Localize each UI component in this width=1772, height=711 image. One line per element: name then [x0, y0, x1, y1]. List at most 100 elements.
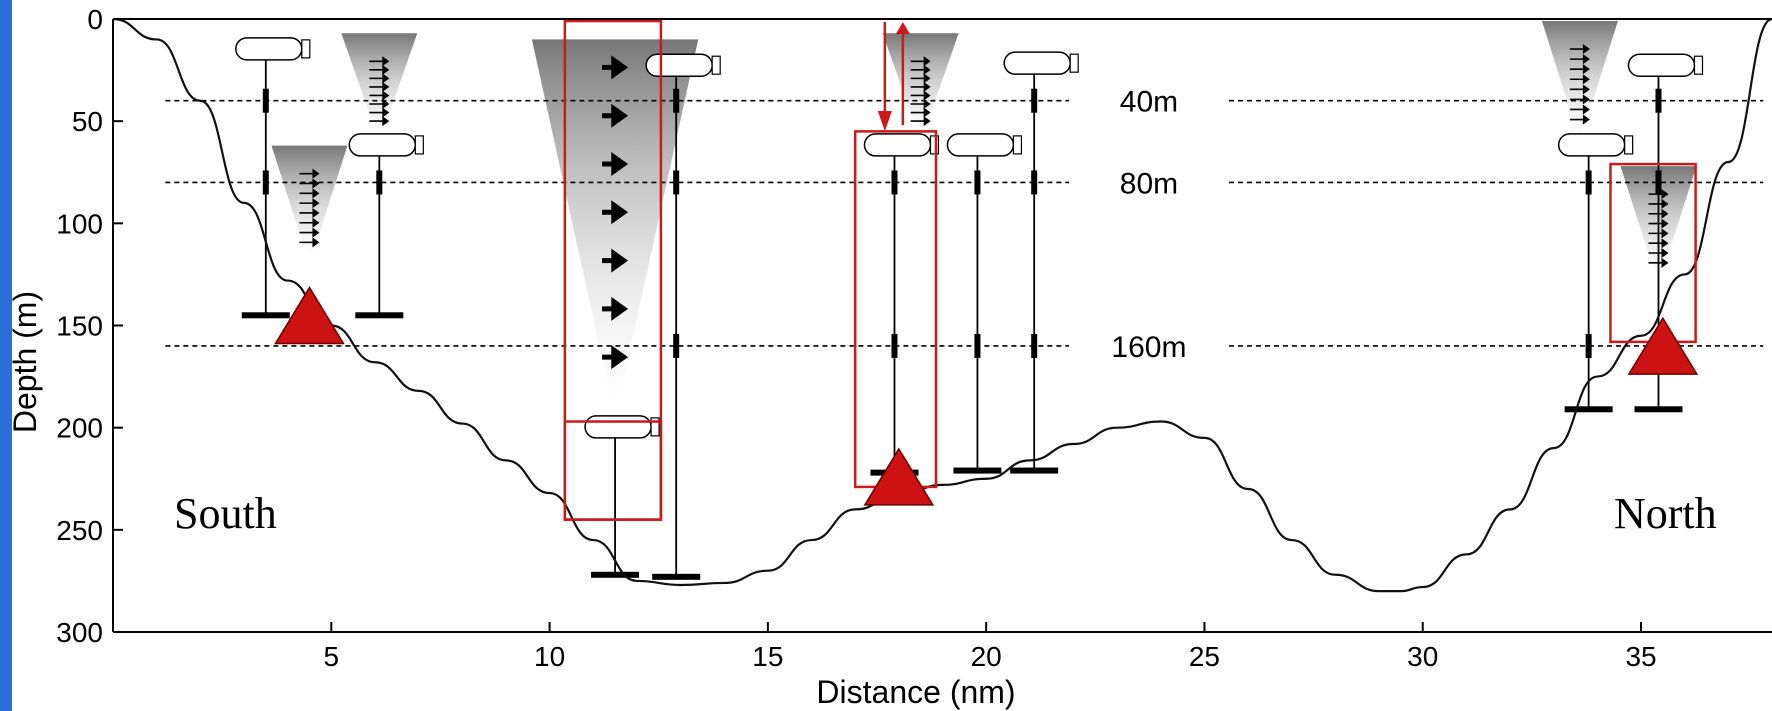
flow-arrow-head [611, 103, 629, 128]
mooring-anchor [591, 571, 640, 578]
flow-arrow-head [312, 188, 320, 199]
y-tick-label: 200 [56, 413, 103, 444]
bathymetry-line [112, 17, 1772, 593]
float-end [650, 417, 660, 437]
instrument-sensor [1655, 170, 1662, 195]
flow-arrow-head [312, 237, 320, 248]
x-tick-label: 35 [1625, 641, 1656, 672]
flow-arrow-head [1661, 257, 1669, 268]
flow-arrow-head [382, 90, 390, 101]
mooring-anchor [1634, 406, 1683, 413]
flow-arrow-head [1582, 54, 1590, 65]
flow-arrow-head [382, 73, 390, 84]
mooring-float [235, 37, 303, 61]
flow-arrow-head [611, 296, 629, 321]
x-tick-label: 20 [971, 641, 1002, 672]
instrument-sensor [673, 88, 680, 113]
y-axis-label: Depth (m) [7, 291, 43, 433]
flow-arrow-head [1582, 84, 1590, 95]
red-triangle-marker [274, 286, 345, 345]
mooring-anchor [1564, 406, 1613, 413]
flow-arrow-head [1661, 248, 1669, 259]
flow-arrow-head [1582, 44, 1590, 55]
instrument-sensor [891, 333, 898, 358]
reference-line-label: 160m [1111, 331, 1186, 364]
flow-arrow-head [1582, 94, 1590, 105]
south-label: South [174, 489, 277, 538]
mooring-float [348, 133, 417, 157]
red-arrow-down-head [877, 110, 892, 132]
north-label: North [1614, 489, 1717, 538]
instrument-sensor [262, 170, 269, 195]
flow-arrow-head [611, 200, 629, 225]
moorings [235, 37, 1704, 580]
y-tick-label: 50 [72, 106, 103, 137]
flow-arrow-head [1661, 228, 1669, 239]
flow-arrow-head [923, 90, 931, 101]
instrument-sensor [262, 88, 269, 113]
flow-arrow-head [312, 198, 320, 209]
float-end [1012, 135, 1023, 155]
highlight-box [563, 420, 663, 521]
flow-arrow-head [382, 81, 390, 92]
y-tick-label: 250 [56, 515, 103, 546]
float-end [711, 55, 721, 75]
y-tick-label: 100 [56, 208, 103, 239]
reference-line-label: 80m [1120, 167, 1178, 200]
flow-arrow-head [923, 107, 931, 118]
instrument-sensor [974, 170, 981, 195]
instrument-sensor [1585, 333, 1592, 358]
x-tick-label: 10 [534, 641, 565, 672]
float-end [1624, 135, 1634, 155]
instrument-markers [274, 22, 1699, 506]
instrument-sensor [1031, 333, 1038, 358]
mooring-float [1627, 53, 1696, 77]
flow-arrow-head [923, 64, 931, 75]
mooring-float [584, 415, 652, 439]
mooring-float [863, 133, 932, 157]
flow-arrow-head [312, 178, 320, 189]
mooring-anchor [953, 467, 1002, 474]
reference-line-label: 40m [1120, 86, 1178, 119]
flow-arrow-head [923, 73, 931, 84]
instrument-sensor [673, 170, 680, 195]
mooring-anchor [1010, 467, 1059, 474]
mooring-float [946, 133, 1015, 157]
flow-arrow-head [1661, 198, 1669, 209]
flow-arrow-head [1661, 208, 1669, 219]
mooring-anchor [652, 573, 701, 580]
mooring-float [1557, 133, 1626, 157]
float-end [1069, 53, 1079, 73]
red-triangle-marker [1627, 316, 1699, 375]
x-tick-label: 25 [1189, 641, 1220, 672]
x-tick-label: 30 [1407, 641, 1438, 672]
instrument-sensor [1655, 88, 1662, 113]
flow-arrow-head [923, 116, 931, 127]
instrument-sensor [1031, 88, 1038, 113]
flow-arrow-head [382, 64, 390, 75]
mooring-float [645, 53, 713, 77]
flow-arrow-head [923, 81, 931, 92]
red-arrow-up-head [895, 22, 910, 34]
flow-arrow-head [1661, 218, 1669, 229]
flow-arrow-head [611, 345, 629, 370]
flow-arrow-head [312, 227, 320, 238]
flow-arrow-head [611, 248, 629, 273]
instrument-sensor [376, 170, 383, 195]
mooring-anchor [355, 312, 404, 319]
flow-arrow-head [382, 116, 390, 127]
flow-arrow-head [312, 168, 320, 179]
flow-arrow-head [312, 217, 320, 228]
instrument-sensor [1031, 170, 1038, 195]
instrument-sensor [1585, 170, 1592, 195]
flow-arrow-head [1582, 104, 1590, 115]
flow-arrow-head [611, 152, 629, 177]
flow-arrow-head [1661, 238, 1669, 249]
flow-arrow-head [1661, 189, 1669, 200]
float-end [929, 135, 940, 155]
x-tick-label: 15 [752, 641, 783, 672]
instrument-sensor [891, 170, 898, 195]
y-tick-label: 300 [56, 617, 103, 648]
